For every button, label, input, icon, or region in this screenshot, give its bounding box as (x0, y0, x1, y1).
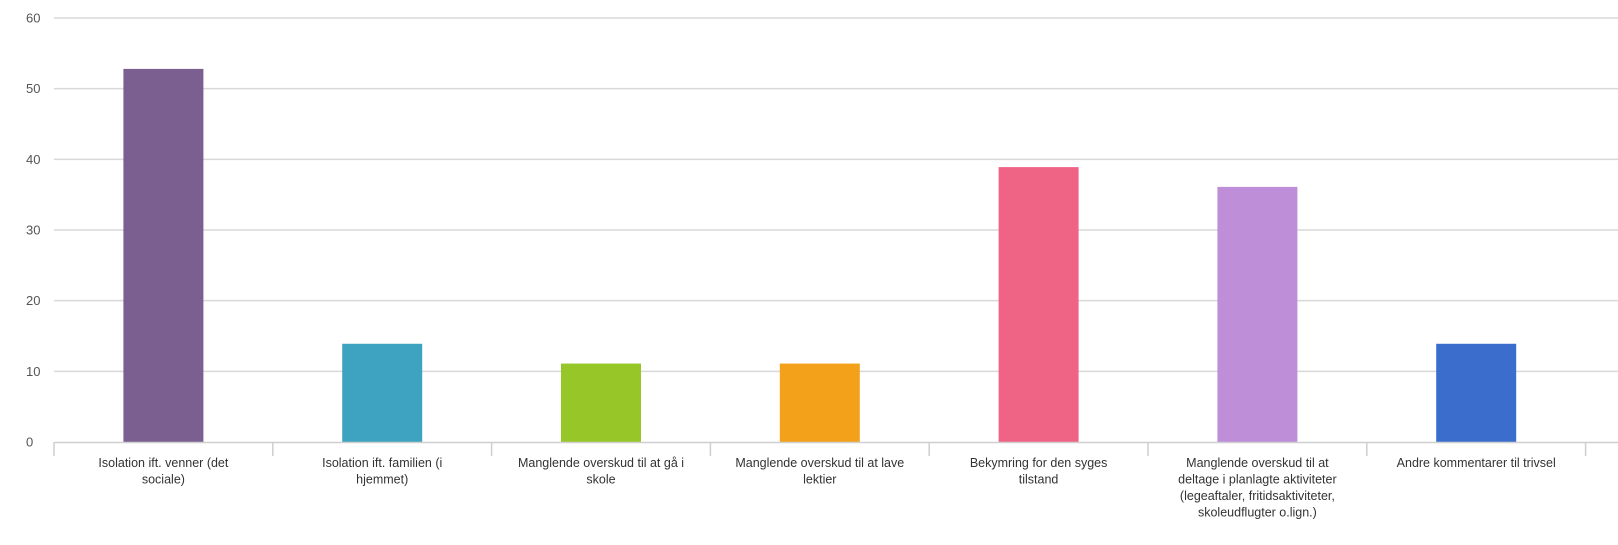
x-category-label: Bekymring for den syges tilstand (970, 456, 1108, 487)
y-tick-label: 50 (26, 81, 40, 96)
x-category-label: Andre kommentarer til trivsel (1397, 456, 1556, 470)
bars (123, 68, 1517, 442)
bar (123, 68, 204, 442)
bar (561, 363, 641, 442)
y-tick-label: 10 (26, 364, 40, 379)
x-axis (53, 441, 1618, 456)
x-category-label: Manglende overskud til at lave lektier (735, 456, 904, 487)
y-tick-label: 20 (26, 293, 40, 308)
y-tick-label: 40 (26, 152, 40, 167)
x-category-label: Manglende overskud til at gå i skole (518, 456, 684, 487)
y-tick-label: 0 (26, 435, 33, 450)
bar (1217, 186, 1298, 442)
y-tick-label: 60 (26, 11, 40, 26)
bar (1436, 343, 1517, 442)
x-category-label: Isolation ift. venner (det sociale) (98, 456, 228, 487)
gridlines (54, 17, 1618, 373)
bar (998, 167, 1079, 442)
bar (779, 363, 860, 442)
x-axis-category-labels: Isolation ift. venner (det sociale) Isolat… (98, 456, 1555, 520)
x-category-label: Manglende overskud til at deltage i planl… (1178, 456, 1336, 520)
y-tick-label: 30 (26, 223, 40, 238)
x-category-label: Isolation ift. familien (i hjemmet) (322, 456, 442, 487)
y-axis-tick-labels: 0 10 20 30 40 50 60 (26, 11, 40, 450)
bar (342, 343, 423, 442)
